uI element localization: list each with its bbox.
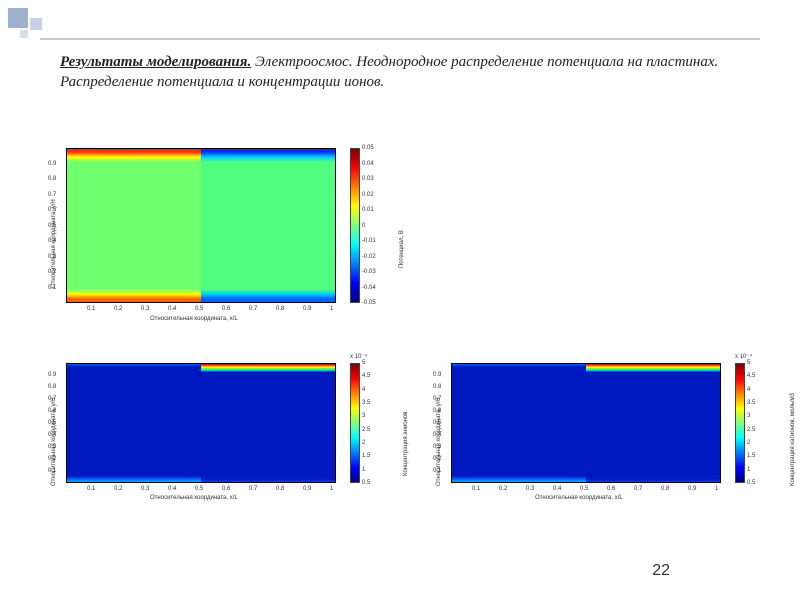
xlabel: Относительная координата, x/L [535, 495, 623, 501]
x-tick: 0.4 [553, 486, 561, 492]
ylabel: Относительная координата, y/H [51, 168, 57, 288]
x-tick: 0.9 [688, 486, 696, 492]
colorbar-tick: 3.5 [362, 400, 370, 406]
plot-area [66, 363, 336, 483]
slide-title: Результаты моделирования. Электроосмос. … [60, 52, 750, 93]
xlabel: Относительная координата, x/L [150, 316, 238, 322]
x-tick: 0.3 [526, 486, 534, 492]
x-tick: 0.7 [634, 486, 642, 492]
colorbar-tick: 5 [362, 360, 365, 366]
x-tick: 0.8 [661, 486, 669, 492]
charts-container: 0.1 0.2 0.3 0.4 0.5 0.6 0.7 0.8 0.9 0.1 0.2 0.3 0.4… [30, 140, 770, 540]
colorbar-tick: 1.5 [747, 453, 755, 459]
colorbar-tick: 4 [362, 387, 365, 393]
colorbar-label: Концентрация катионов, моль/м3 [790, 366, 796, 486]
page-number: 22 [652, 562, 670, 580]
chart-potential: 0.10.20.30.40.50.60.70.80.9 0.10.20.30.4… [30, 140, 400, 330]
chart-cations: 0.10.20.30.40.50.60.70.80.9 0.10.20.30.4… [415, 355, 785, 515]
xlabel: Относительная координата, x/L [150, 495, 238, 501]
colorbar-tick: 2.5 [747, 427, 755, 433]
colorbar-tick: 1.5 [362, 453, 370, 459]
colorbar-tick: 4 [747, 387, 750, 393]
x-tick: 0.4 [168, 306, 176, 312]
x-tick: 1 [715, 486, 718, 492]
colorbar-tick: -0.03 [362, 269, 376, 275]
colorbar-exponent: x 10⁻⁴ [735, 353, 752, 360]
colorbar-tick: 4.5 [362, 373, 370, 379]
colorbar-label: Потенциал, В [399, 188, 405, 268]
colorbar-tick: 0.02 [362, 192, 374, 198]
colorbar-tick: 2.5 [362, 427, 370, 433]
x-tick: 0.9 [303, 486, 311, 492]
colorbar-tick: 0.05 [362, 145, 374, 151]
x-tick: 0.9 [303, 306, 311, 312]
x-tick: 0.3 [141, 486, 149, 492]
plot-area [66, 148, 336, 303]
title-lead: Результаты моделирования. [60, 54, 251, 70]
colorbar-tick: 3 [362, 413, 365, 419]
colorbar-tick: 4.5 [747, 373, 755, 379]
colorbar [350, 363, 360, 483]
x-tick: 0.1 [87, 306, 95, 312]
y-tick: 0.9 [48, 161, 56, 167]
colorbar-tick: 2 [362, 440, 365, 446]
x-tick: 0.5 [580, 486, 588, 492]
x-tick: 0.1 [472, 486, 480, 492]
colorbar-tick: -0.04 [362, 285, 376, 291]
colorbar-tick: 0.04 [362, 161, 374, 167]
colorbar [350, 148, 360, 303]
x-tick: 0.5 [195, 306, 203, 312]
x-tick: 0.6 [607, 486, 615, 492]
x-tick: 0.6 [222, 306, 230, 312]
colorbar-tick: 1 [362, 467, 365, 473]
x-tick: 0.5 [195, 486, 203, 492]
x-tick: 0.7 [249, 306, 257, 312]
x-tick: 0.6 [222, 486, 230, 492]
colorbar-tick: 0.03 [362, 176, 374, 182]
plot-area [451, 363, 721, 483]
x-tick: 0.4 [168, 486, 176, 492]
colorbar-tick: 3 [747, 413, 750, 419]
colorbar-tick: -0.02 [362, 254, 376, 260]
x-tick: 0.7 [249, 486, 257, 492]
x-tick: 0.2 [114, 486, 122, 492]
colorbar-exponent: x 10⁻⁴ [350, 353, 367, 360]
x-tick: 0.2 [499, 486, 507, 492]
chart-anions: 0.10.20.30.40.50.60.70.80.9 0.10.20.30.4… [30, 355, 400, 515]
colorbar-label: Концентрация анионов [403, 376, 409, 476]
header-divider [40, 38, 760, 40]
colorbar-tick: 0 [362, 223, 365, 229]
colorbar-tick: 5 [747, 360, 750, 366]
colorbar-tick: 2 [747, 440, 750, 446]
colorbar-tick: 0.5 [747, 480, 755, 486]
x-tick: 1 [330, 486, 333, 492]
colorbar-tick: -0.01 [362, 238, 376, 244]
x-tick: 0.8 [276, 306, 284, 312]
colorbar [735, 363, 745, 483]
x-tick: 1 [330, 306, 333, 312]
x-tick: 0.1 [87, 486, 95, 492]
x-tick: 0.2 [114, 306, 122, 312]
colorbar-tick: 3.5 [747, 400, 755, 406]
ylabel: Относительная координата, y/H [51, 366, 57, 486]
colorbar-tick: 0.01 [362, 207, 374, 213]
x-tick: 0.8 [276, 486, 284, 492]
ylabel: Относительная координата, y/H [436, 366, 442, 486]
colorbar-tick: -0.05 [362, 300, 376, 306]
x-tick: 0.3 [141, 306, 149, 312]
colorbar-tick: 0.5 [362, 480, 370, 486]
colorbar-tick: 1 [747, 467, 750, 473]
